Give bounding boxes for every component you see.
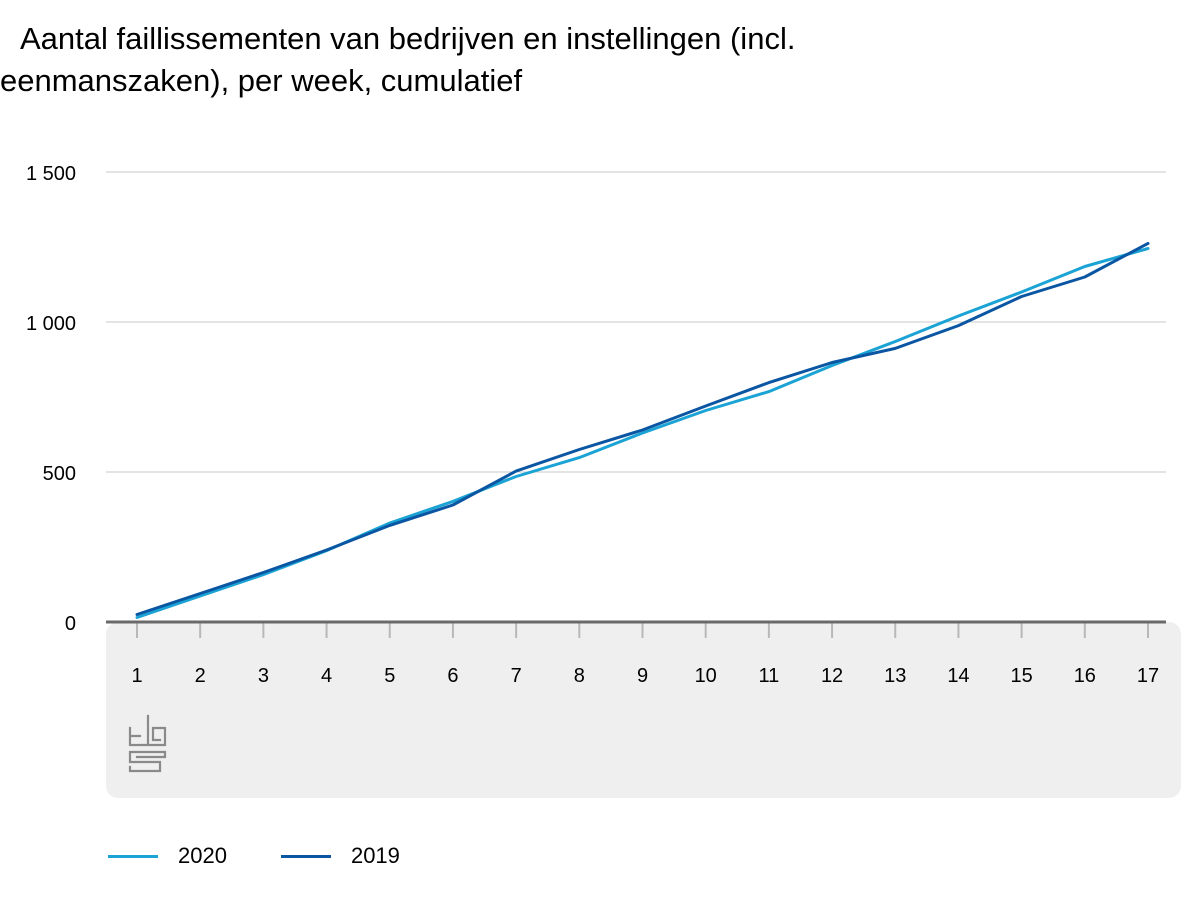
series-line-2019 — [135, 241, 1150, 616]
series-lines — [135, 241, 1150, 619]
x-tick-label: 9 — [637, 665, 648, 687]
x-tick-label: 1 — [131, 665, 142, 687]
legend-swatch-2019 — [280, 854, 331, 858]
x-tick-label: 10 — [695, 665, 717, 687]
x-tick-label: 5 — [384, 665, 395, 687]
x-tick-label: 13 — [884, 665, 906, 687]
x-tick-label: 3 — [258, 665, 269, 687]
y-axis-ticks: 0 500 1 000 1 500 — [26, 163, 76, 635]
chart-title: Aantal faillissementen van bedrijven en … — [0, 18, 1000, 102]
x-tick-label: 14 — [947, 665, 969, 687]
y-tick-label: 1 000 — [26, 313, 76, 335]
legend-swatch-2020 — [108, 854, 158, 858]
legend-item-2019: 2019 — [280, 843, 400, 869]
chart-title-line-1: Aantal faillissementen van bedrijven en … — [20, 21, 796, 56]
legend-label-2020: 2020 — [178, 843, 227, 868]
x-tick-label: 12 — [821, 665, 843, 687]
x-tick-label: 7 — [511, 665, 522, 687]
legend-item-2020: 2020 — [108, 843, 227, 869]
x-tick-label: 6 — [447, 665, 458, 687]
x-tick-label: 4 — [321, 665, 332, 687]
legend: 2020 2019 — [108, 843, 454, 869]
y-tick-label: 0 — [65, 613, 76, 635]
cbs-logo-icon — [128, 714, 167, 773]
x-tick-label: 2 — [195, 665, 206, 687]
x-axis-ticks: 1 2 3 4 5 6 7 8 9 10 11 12 13 14 15 16 17 — [131, 622, 1159, 687]
y-tick-label: 1 500 — [26, 163, 76, 185]
x-tick-label: 11 — [758, 665, 779, 687]
y-tick-label: 500 — [43, 463, 76, 485]
chart-title-line-2: eenmanszaken), per week, cumulatief — [0, 63, 523, 98]
x-axis-band — [106, 622, 1181, 798]
cbs-logo-mark — [128, 714, 167, 773]
x-tick-label: 8 — [574, 665, 585, 687]
x-tick-label: 15 — [1011, 665, 1033, 687]
x-tick-label: 17 — [1137, 665, 1159, 687]
legend-label-2019: 2019 — [350, 843, 400, 868]
gridlines — [106, 171, 1166, 473]
x-tick-label: 16 — [1074, 665, 1096, 687]
